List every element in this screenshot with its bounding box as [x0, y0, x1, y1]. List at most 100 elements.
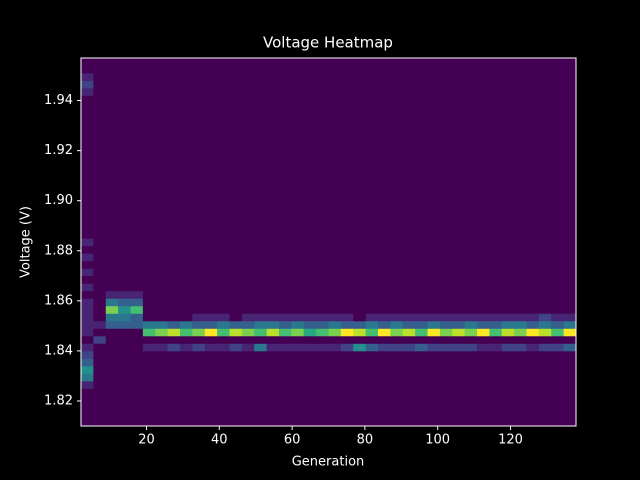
heatmap-cell [427, 58, 441, 66]
heatmap-cell [551, 185, 565, 194]
heatmap-cell [155, 238, 169, 247]
heatmap-cell [353, 245, 367, 254]
heatmap-cell [303, 350, 317, 359]
heatmap-cell [340, 245, 354, 254]
heatmap-cell [266, 118, 280, 126]
heatmap-cell [217, 388, 230, 397]
heatmap-cell [353, 58, 367, 66]
heatmap-cell [538, 215, 552, 224]
heatmap-cell [303, 88, 317, 96]
heatmap-cell [217, 328, 230, 337]
heatmap-cell [489, 95, 503, 104]
heatmap-cell [167, 320, 181, 329]
heatmap-cell [303, 58, 317, 66]
heatmap-cell [452, 148, 466, 157]
heatmap-cell [390, 418, 404, 427]
heatmap-cell [155, 365, 169, 374]
heatmap-cell [316, 320, 329, 329]
heatmap-cell [81, 358, 94, 367]
heatmap-cell [266, 418, 280, 427]
heatmap-cell [303, 193, 317, 202]
heatmap-cell [266, 298, 280, 307]
heatmap-cell [303, 65, 317, 74]
heatmap-cell [142, 103, 156, 111]
heatmap-cell [526, 140, 540, 149]
heatmap-cell [291, 313, 305, 322]
heatmap-cell [130, 283, 144, 292]
heatmap-cell [551, 80, 565, 89]
heatmap-cell [204, 118, 218, 126]
heatmap-cell [118, 65, 131, 74]
heatmap-cell [93, 245, 107, 254]
heatmap-cell [167, 305, 181, 314]
heatmap-cell [155, 140, 169, 149]
heatmap-cell [427, 283, 441, 292]
heatmap-cell [180, 125, 193, 134]
heatmap-cell [464, 335, 478, 344]
heatmap-cell [563, 170, 577, 179]
heatmap-cell [489, 208, 503, 217]
heatmap-cell [365, 358, 379, 367]
heatmap-cell [105, 95, 119, 104]
heatmap-cell [353, 395, 367, 404]
heatmap-cell [353, 155, 367, 164]
heatmap-cell [415, 350, 428, 359]
heatmap-cell [291, 395, 305, 404]
heatmap-cell [229, 268, 243, 277]
heatmap-cell [427, 268, 441, 277]
heatmap-cell [464, 118, 478, 126]
heatmap-cell [390, 403, 404, 412]
heatmap-cell [489, 80, 503, 89]
heatmap-cell [551, 403, 565, 412]
heatmap-cell [254, 185, 268, 194]
heatmap-cell [328, 155, 342, 164]
heatmap-cell [415, 395, 428, 404]
heatmap-cell [378, 140, 391, 149]
heatmap-cell [378, 73, 391, 81]
heatmap-cell [526, 148, 540, 157]
heatmap-cell [118, 395, 131, 404]
y-tick-label: 1.84 [44, 343, 73, 358]
heatmap-cell [130, 230, 144, 239]
heatmap-cell [279, 388, 292, 397]
heatmap-cell [439, 215, 453, 224]
heatmap-cell [514, 343, 527, 352]
heatmap-cell [217, 268, 230, 277]
heatmap-cell [229, 103, 243, 111]
x-tick-label: 20 [138, 433, 155, 448]
heatmap-cell [538, 95, 552, 104]
heatmap-cell [279, 95, 292, 104]
heatmap-cell [477, 403, 490, 412]
heatmap-cell [365, 58, 379, 66]
heatmap-cell [563, 380, 577, 389]
heatmap-cell [489, 223, 503, 232]
heatmap-cell [241, 275, 255, 284]
heatmap-cell [390, 125, 404, 134]
heatmap-cell [266, 305, 280, 314]
heatmap-cell [105, 215, 119, 224]
heatmap-cell [291, 95, 305, 104]
heatmap-cell [390, 148, 404, 157]
heatmap-cell [167, 260, 181, 269]
heatmap-cell [464, 140, 478, 149]
heatmap-cell [538, 403, 552, 412]
heatmap-cell [477, 155, 490, 164]
heatmap-cell [464, 185, 478, 194]
heatmap-cell [477, 95, 490, 104]
heatmap-cell [303, 328, 317, 337]
heatmap-cell [427, 320, 441, 329]
heatmap-cell [254, 73, 268, 81]
heatmap-cell [81, 125, 94, 134]
heatmap-cell [254, 95, 268, 104]
heatmap-cell [452, 283, 466, 292]
heatmap-cell [563, 313, 577, 322]
heatmap-cell [279, 260, 292, 269]
heatmap-cell [229, 80, 243, 89]
heatmap-cell [303, 320, 317, 329]
heatmap-cell [81, 73, 94, 81]
heatmap-cell [427, 163, 441, 172]
heatmap-cell [217, 395, 230, 404]
heatmap-cell [93, 275, 107, 284]
heatmap-cell [464, 283, 478, 292]
heatmap-cell [254, 193, 268, 202]
